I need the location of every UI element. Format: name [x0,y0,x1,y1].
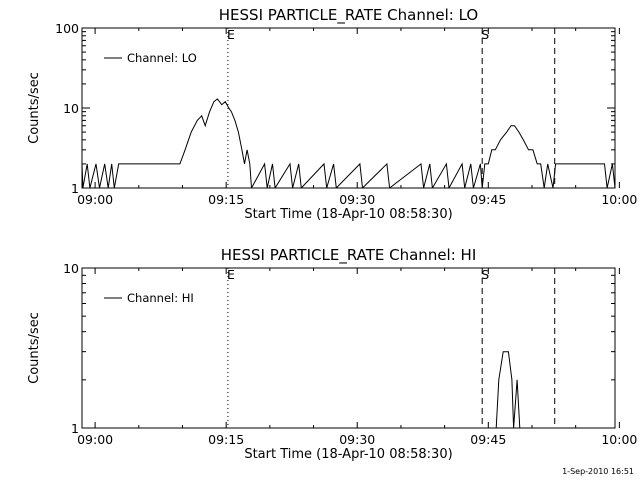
y-axis-label: Counts/sec [27,312,42,384]
legend-label: Channel: LO [127,51,197,65]
x-tick-label: 09:15 [208,432,244,447]
event-marker-label: E [227,27,235,42]
x-tick-label: 09:30 [339,192,375,207]
y-tick-label: 1 [71,421,79,436]
y-tick-label: 10 [63,101,79,116]
event-marker-label: S [481,267,489,282]
series-line [82,98,615,188]
x-tick-label: 10:00 [601,432,637,447]
x-tick-label: 09:30 [339,432,375,447]
x-tick-label: 09:00 [77,432,113,447]
panel-1: HESSI PARTICLE_RATE Channel: HI 09:00 09:1… [27,246,637,462]
y-tick-label: 1 [71,181,79,196]
x-tick-label: 09:15 [208,192,244,207]
event-marker-label: E [227,267,235,282]
x-axis-label: Start Time (18-Apr-10 08:58:30) [244,447,452,462]
x-tick-label: 09:45 [470,192,506,207]
footer-timestamp: 1-Sep-2010 16:51 [562,467,634,476]
chart-title: HESSI PARTICLE_RATE Channel: HI [221,246,477,265]
event-marker-label: S [481,27,489,42]
plot-frame [81,267,616,429]
series-line [495,351,524,428]
chart-title: HESSI PARTICLE_RATE Channel: LO [219,6,478,25]
y-tick-label: 10 [63,261,79,276]
y-axis-label: Counts/sec [27,72,42,144]
x-tick-label: 09:45 [470,432,506,447]
x-axis-label: Start Time (18-Apr-10 08:58:30) [244,207,452,222]
x-tick-label: 09:00 [77,192,113,207]
panel-0: HESSI PARTICLE_RATE Channel: LO 09:00 09:1… [27,6,637,222]
y-tick-label: 100 [55,21,79,36]
legend-label: Channel: HI [127,291,194,305]
x-tick-label: 10:00 [601,192,637,207]
